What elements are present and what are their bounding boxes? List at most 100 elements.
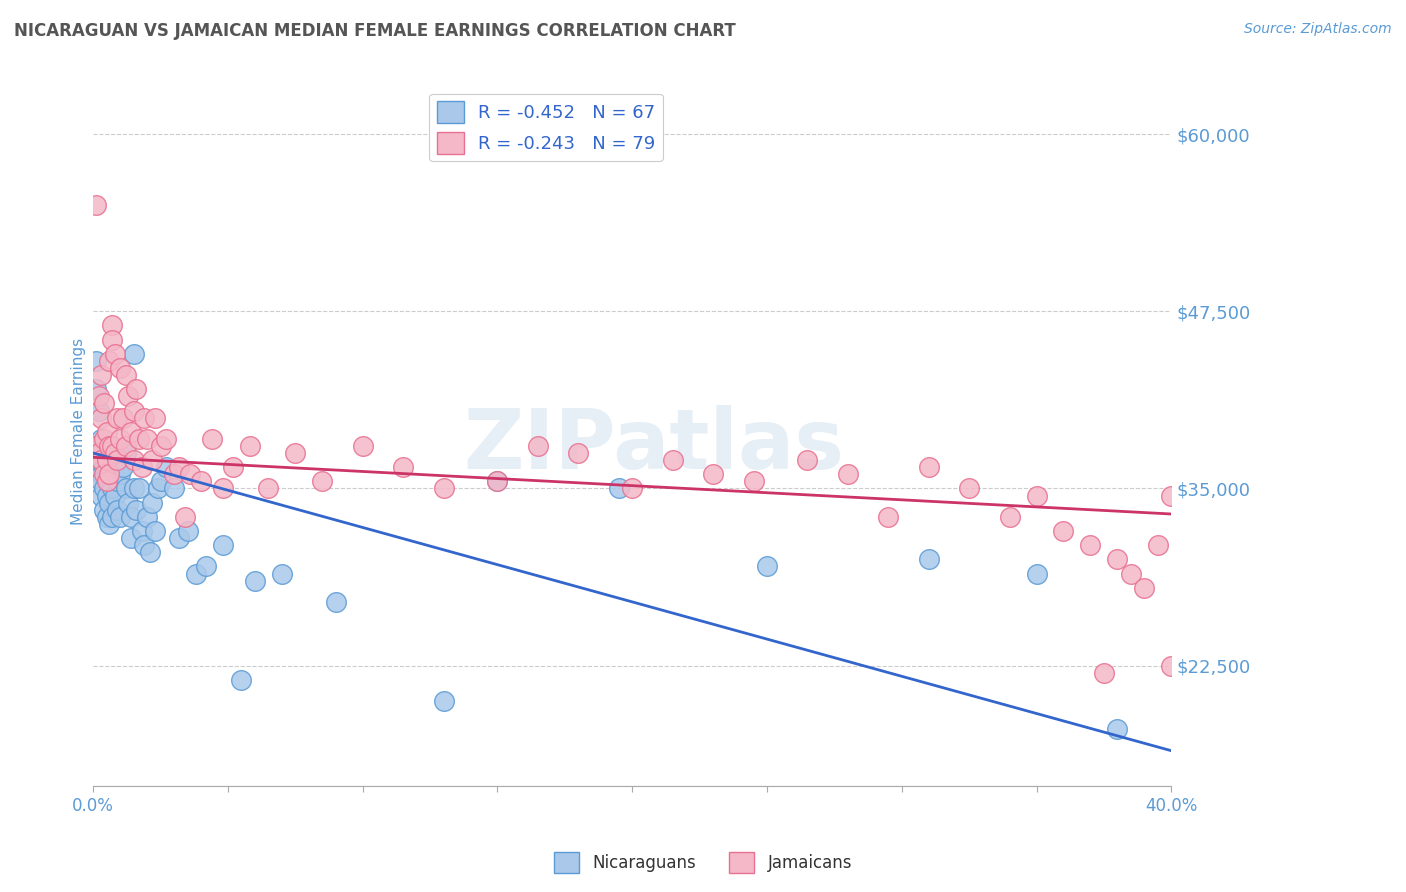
Legend: R = -0.452   N = 67, R = -0.243   N = 79: R = -0.452 N = 67, R = -0.243 N = 79: [429, 94, 662, 161]
Point: [957, 482, 980, 496]
Point: [93, 482, 115, 496]
Point: [1080, 538, 1102, 552]
Point: [93, 502, 115, 516]
Point: [143, 410, 166, 425]
Point: [184, 566, 207, 581]
Point: [93, 439, 115, 453]
Point: [90, 368, 112, 383]
Point: [1107, 723, 1129, 737]
Point: [104, 467, 127, 482]
Point: [918, 460, 941, 475]
Point: [101, 509, 124, 524]
Point: [1092, 665, 1115, 680]
Point: [114, 446, 136, 460]
Point: [173, 509, 195, 524]
Point: [131, 524, 153, 538]
Text: NICARAGUAN VS JAMAICAN MEDIAN FEMALE EARNINGS CORRELATION CHART: NICARAGUAN VS JAMAICAN MEDIAN FEMALE EAR…: [14, 22, 735, 40]
Point: [84, 382, 107, 396]
Point: [527, 439, 550, 453]
Point: [101, 333, 124, 347]
Point: [104, 446, 127, 460]
Point: [607, 482, 630, 496]
Point: [742, 475, 765, 489]
Point: [270, 566, 292, 581]
Point: [98, 475, 121, 489]
Point: [149, 439, 172, 453]
Point: [486, 475, 509, 489]
Point: [222, 460, 245, 475]
Point: [211, 482, 233, 496]
Legend: Nicaraguans, Jamaicans: Nicaraguans, Jamaicans: [547, 846, 859, 880]
Point: [169, 460, 191, 475]
Point: [98, 467, 121, 482]
Point: [163, 467, 186, 482]
Point: [108, 432, 131, 446]
Point: [155, 432, 177, 446]
Point: [702, 467, 724, 482]
Point: [918, 552, 941, 566]
Point: [107, 453, 129, 467]
Point: [120, 425, 142, 439]
Point: [567, 446, 589, 460]
Point: [108, 361, 131, 376]
Point: [114, 368, 136, 383]
Point: [87, 403, 110, 417]
Point: [98, 460, 121, 475]
Point: [176, 524, 198, 538]
Point: [998, 509, 1021, 524]
Point: [107, 410, 129, 425]
Point: [96, 475, 118, 489]
Point: [125, 382, 148, 396]
Point: [621, 482, 644, 496]
Point: [756, 559, 779, 574]
Point: [1052, 524, 1074, 538]
Point: [84, 198, 107, 212]
Text: ZIPatlas: ZIPatlas: [464, 406, 844, 486]
Point: [87, 389, 110, 403]
Point: [93, 396, 115, 410]
Point: [104, 489, 127, 503]
Point: [143, 524, 166, 538]
Point: [98, 516, 121, 531]
Point: [120, 509, 142, 524]
Point: [114, 439, 136, 453]
Point: [201, 432, 224, 446]
Point: [87, 446, 110, 460]
Point: [131, 460, 153, 475]
Point: [98, 496, 121, 510]
Point: [837, 467, 859, 482]
Point: [257, 482, 280, 496]
Point: [84, 439, 107, 453]
Point: [141, 496, 163, 510]
Point: [877, 509, 900, 524]
Point: [243, 574, 266, 588]
Point: [101, 453, 124, 467]
Point: [1119, 566, 1142, 581]
Point: [1107, 552, 1129, 566]
Point: [96, 509, 118, 524]
Point: [90, 410, 112, 425]
Point: [169, 531, 191, 545]
Point: [90, 453, 112, 467]
Point: [141, 453, 163, 467]
Point: [128, 432, 150, 446]
Point: [211, 538, 233, 552]
Point: [122, 347, 145, 361]
Point: [1025, 489, 1047, 503]
Point: [108, 509, 131, 524]
Point: [1160, 658, 1182, 673]
Point: [661, 453, 683, 467]
Point: [107, 475, 129, 489]
Point: [111, 460, 134, 475]
Point: [179, 467, 201, 482]
Point: [90, 467, 112, 482]
Point: [117, 496, 139, 510]
Point: [87, 460, 110, 475]
Point: [352, 439, 374, 453]
Point: [117, 389, 139, 403]
Point: [486, 475, 509, 489]
Point: [163, 482, 186, 496]
Point: [90, 446, 112, 460]
Point: [104, 347, 127, 361]
Point: [96, 489, 118, 503]
